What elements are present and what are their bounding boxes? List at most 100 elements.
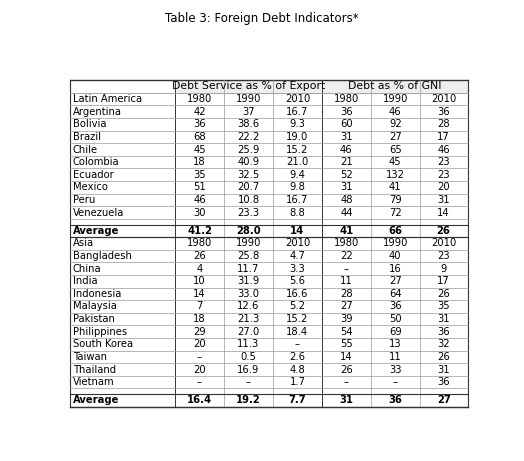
Text: Asia: Asia <box>73 238 94 248</box>
Text: Average: Average <box>73 226 119 236</box>
Text: 7.7: 7.7 <box>289 396 306 405</box>
Text: 22: 22 <box>340 251 353 261</box>
Text: 45: 45 <box>193 144 206 154</box>
Text: 33.0: 33.0 <box>237 289 259 299</box>
Text: 31: 31 <box>340 132 353 142</box>
Text: 50: 50 <box>389 314 401 324</box>
Text: 16.7: 16.7 <box>286 106 309 117</box>
Text: 5.2: 5.2 <box>289 301 305 312</box>
Text: 1.7: 1.7 <box>289 377 305 387</box>
Text: 79: 79 <box>389 195 402 205</box>
Text: 15.2: 15.2 <box>286 144 309 154</box>
Text: Peru: Peru <box>73 195 95 205</box>
Text: 36: 36 <box>340 106 353 117</box>
Bar <box>175 80 322 93</box>
Text: 46: 46 <box>389 106 401 117</box>
Text: 1990: 1990 <box>236 94 261 104</box>
Text: Thailand: Thailand <box>73 365 116 374</box>
Text: 25.8: 25.8 <box>237 251 259 261</box>
Text: 27: 27 <box>340 301 353 312</box>
Text: 31: 31 <box>340 183 353 192</box>
Text: 28: 28 <box>340 289 353 299</box>
Text: 17: 17 <box>438 276 450 286</box>
Text: Taiwan: Taiwan <box>73 352 107 362</box>
Text: 31: 31 <box>438 314 450 324</box>
Text: 28: 28 <box>438 119 450 129</box>
Text: 14: 14 <box>438 207 450 218</box>
Text: 26: 26 <box>193 251 206 261</box>
Text: 28.0: 28.0 <box>236 226 261 236</box>
Text: 26: 26 <box>438 352 450 362</box>
Text: 23: 23 <box>438 157 450 167</box>
Text: 44: 44 <box>340 207 353 218</box>
Text: 9.8: 9.8 <box>289 183 305 192</box>
Text: 64: 64 <box>389 289 401 299</box>
Text: 19.2: 19.2 <box>236 396 261 405</box>
Text: 19.0: 19.0 <box>286 132 309 142</box>
Text: 27: 27 <box>437 396 451 405</box>
Text: 35: 35 <box>193 170 206 180</box>
Text: 36: 36 <box>389 301 401 312</box>
Text: 54: 54 <box>340 327 353 337</box>
Text: 41: 41 <box>389 183 401 192</box>
Text: 4.7: 4.7 <box>289 251 305 261</box>
Text: 2010: 2010 <box>285 238 310 248</box>
Text: Chile: Chile <box>73 144 98 154</box>
Text: Malaysia: Malaysia <box>73 301 117 312</box>
Text: 2.6: 2.6 <box>289 352 305 362</box>
Text: 68: 68 <box>193 132 206 142</box>
Text: 39: 39 <box>340 314 353 324</box>
Text: 30: 30 <box>193 207 206 218</box>
Text: Latin America: Latin America <box>73 94 142 104</box>
Text: Argentina: Argentina <box>73 106 122 117</box>
Text: 10.8: 10.8 <box>237 195 259 205</box>
Text: 8.8: 8.8 <box>290 207 305 218</box>
Text: 2010: 2010 <box>431 94 456 104</box>
Text: 60: 60 <box>340 119 353 129</box>
Text: 69: 69 <box>389 327 402 337</box>
Bar <box>322 80 467 93</box>
Text: 31: 31 <box>438 195 450 205</box>
Text: 15.2: 15.2 <box>286 314 309 324</box>
Text: 46: 46 <box>340 144 353 154</box>
Text: 42: 42 <box>193 106 206 117</box>
Text: 23.3: 23.3 <box>237 207 259 218</box>
Text: 2010: 2010 <box>431 238 456 248</box>
Text: 0.5: 0.5 <box>241 352 256 362</box>
Text: Venezuela: Venezuela <box>73 207 124 218</box>
Text: Debt Service as % of Export: Debt Service as % of Export <box>172 82 325 91</box>
Text: 35: 35 <box>438 301 450 312</box>
Text: 1980: 1980 <box>187 238 212 248</box>
Text: Ecuador: Ecuador <box>73 170 114 180</box>
Text: 14: 14 <box>193 289 206 299</box>
Text: 26: 26 <box>340 365 353 374</box>
Text: Vietnam: Vietnam <box>73 377 114 387</box>
Text: 132: 132 <box>386 170 405 180</box>
Text: 11.7: 11.7 <box>237 264 259 274</box>
Text: Indonesia: Indonesia <box>73 289 121 299</box>
Text: 23: 23 <box>438 170 450 180</box>
Text: 16: 16 <box>389 264 402 274</box>
Text: 18.4: 18.4 <box>286 327 309 337</box>
Text: Bangladesh: Bangladesh <box>73 251 132 261</box>
Text: 17: 17 <box>438 132 450 142</box>
Text: 16.9: 16.9 <box>237 365 259 374</box>
Text: Philippines: Philippines <box>73 327 127 337</box>
Text: 9: 9 <box>441 264 447 274</box>
Text: 11: 11 <box>389 352 402 362</box>
Text: 14: 14 <box>290 226 304 236</box>
Text: 14: 14 <box>340 352 353 362</box>
Text: 25.9: 25.9 <box>237 144 259 154</box>
Text: 1980: 1980 <box>334 238 359 248</box>
Text: 20: 20 <box>438 183 450 192</box>
Text: 72: 72 <box>389 207 402 218</box>
Text: 31.9: 31.9 <box>237 276 259 286</box>
Text: 41: 41 <box>339 226 354 236</box>
Text: –: – <box>393 377 398 387</box>
Text: 29: 29 <box>193 327 206 337</box>
Text: Debt as % of GNI: Debt as % of GNI <box>348 82 441 91</box>
Text: 36: 36 <box>193 119 206 129</box>
Text: Table 3: Foreign Debt Indicators*: Table 3: Foreign Debt Indicators* <box>165 12 359 24</box>
Text: South Korea: South Korea <box>73 339 133 349</box>
Text: 65: 65 <box>389 144 402 154</box>
